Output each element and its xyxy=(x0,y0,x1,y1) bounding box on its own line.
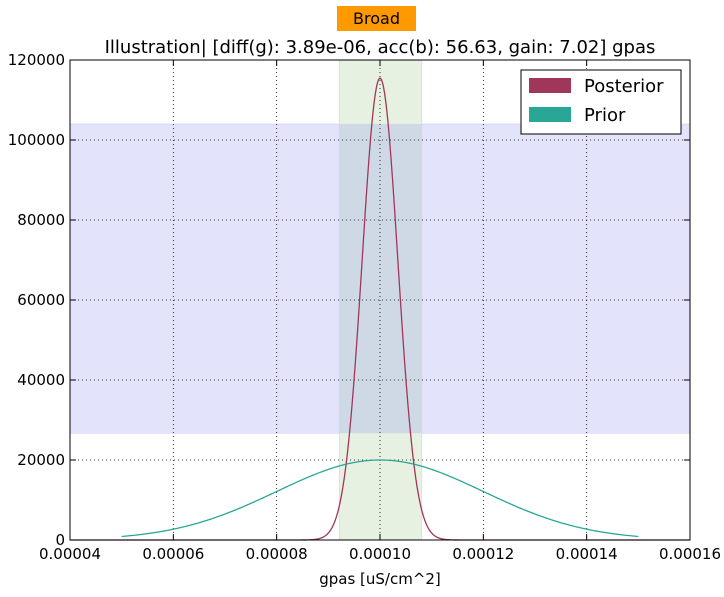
plot-area: 0.00004 0.00006 0.00008 0.00010 0.00012 0.000… xyxy=(8,51,721,563)
x-tick-label: 0.00016 xyxy=(659,545,721,563)
y-tick-label: 40000 xyxy=(17,371,65,389)
x-tick-label: 0.00006 xyxy=(142,545,204,563)
legend-swatch-posterior xyxy=(529,78,571,93)
x-tick-label: 0.00008 xyxy=(246,545,308,563)
broad-button[interactable]: Broad xyxy=(337,6,416,31)
y-tick-label: 60000 xyxy=(17,291,65,309)
y-tick-label: 100000 xyxy=(8,131,65,149)
x-tick-label: 0.00004 xyxy=(39,545,101,563)
band-overlap xyxy=(339,124,422,434)
legend-label-posterior: Posterior xyxy=(584,76,664,97)
x-tick-label: 0.00014 xyxy=(556,545,618,563)
series-line-prior xyxy=(121,459,639,538)
y-tick-label: 80000 xyxy=(17,211,65,229)
y-tick-label: 0 xyxy=(55,531,65,549)
y-tick-label: 120000 xyxy=(8,51,65,69)
y-tick-label: 20000 xyxy=(17,451,65,469)
x-tick-label: 0.00010 xyxy=(349,545,411,563)
legend-label-prior: Prior xyxy=(584,105,626,126)
legend: Posterior Prior xyxy=(520,69,682,135)
x-tick-label: 0.00012 xyxy=(452,545,514,563)
legend-swatch-prior xyxy=(529,107,571,122)
x-axis-label: gpas [uS/cm^2] xyxy=(319,570,441,588)
chart-title: Illustration| [diff(g): 3.89e-06, acc(b)… xyxy=(105,37,656,58)
